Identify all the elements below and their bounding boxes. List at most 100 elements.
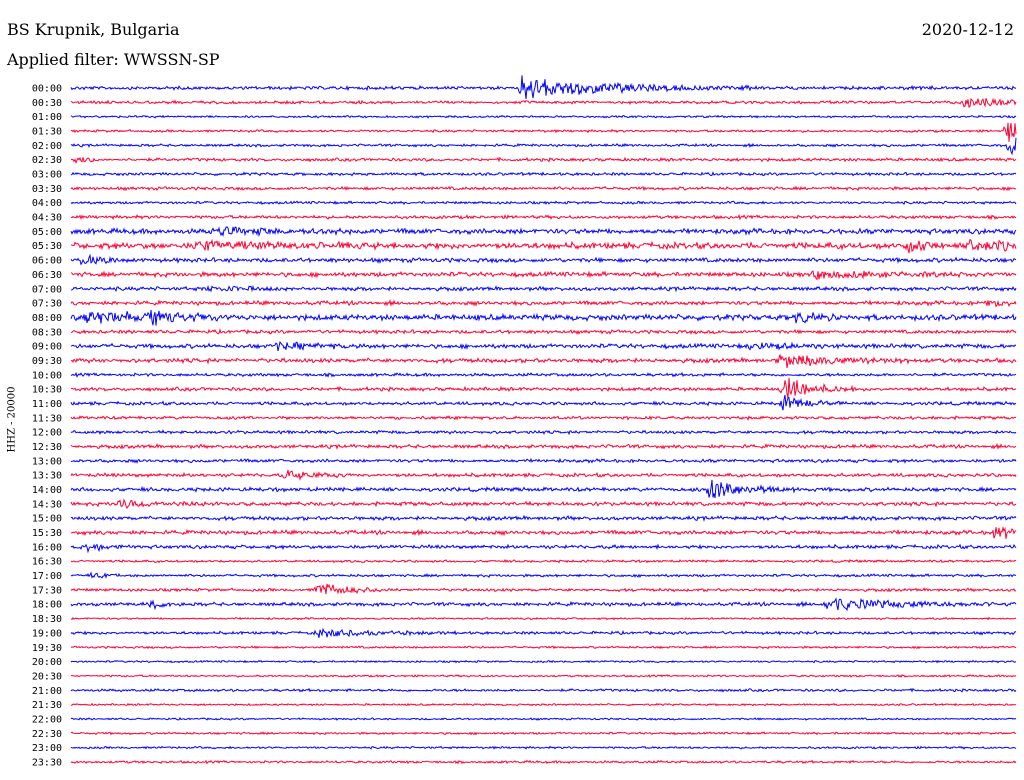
time-tick-label: 04:00 — [32, 198, 62, 209]
time-tick-label: 02:00 — [32, 141, 62, 152]
time-tick-label: 09:30 — [32, 356, 62, 367]
time-tick-label: 13:30 — [32, 471, 62, 482]
time-tick-label: 01:00 — [32, 112, 62, 123]
time-tick-label: 21:00 — [32, 686, 62, 697]
time-tick-label: 20:30 — [32, 671, 62, 682]
trace-line — [70, 185, 1017, 192]
trace-line — [70, 414, 1017, 421]
time-tick-label: 23:30 — [32, 757, 62, 768]
time-tick-label: 11:00 — [32, 399, 62, 410]
trace-line — [70, 745, 1017, 750]
trace-line — [70, 457, 1017, 464]
trace-line — [70, 731, 1017, 736]
trace-line — [70, 371, 1017, 378]
time-tick-label: 15:00 — [32, 514, 62, 525]
time-tick-label: 16:00 — [32, 542, 62, 553]
trace-line — [70, 226, 1017, 238]
trace-line — [70, 429, 1017, 436]
time-tick-label: 08:00 — [32, 313, 62, 324]
trace-line — [70, 627, 1017, 638]
time-tick-label: 12:00 — [32, 428, 62, 439]
trace-line — [70, 583, 1017, 595]
time-tick-label: 18:30 — [32, 614, 62, 625]
trace-line — [70, 469, 1017, 482]
trace-line — [70, 122, 1017, 142]
trace-line — [70, 674, 1017, 678]
trace-line — [70, 543, 1017, 554]
trace-line — [70, 759, 1017, 765]
time-tick-label: 14:00 — [32, 485, 62, 496]
trace-line — [70, 514, 1017, 522]
time-tick-label: 23:00 — [32, 743, 62, 754]
trace-line — [70, 137, 1017, 156]
time-tick-label: 07:30 — [32, 299, 62, 310]
time-tick-label: 02:30 — [32, 155, 62, 166]
trace-line — [70, 702, 1017, 707]
trace-line — [70, 75, 1017, 100]
trace-line — [70, 200, 1017, 206]
trace-line — [70, 558, 1017, 564]
time-tick-label: 16:30 — [32, 557, 62, 568]
trace-line — [70, 716, 1017, 721]
trace-line — [70, 253, 1017, 266]
time-tick-label: 05:00 — [32, 227, 62, 238]
time-tick-label: 15:30 — [32, 528, 62, 539]
time-tick-label: 21:30 — [32, 700, 62, 711]
trace-line — [70, 328, 1017, 335]
time-tick-label: 00:30 — [32, 98, 62, 109]
trace-line — [70, 270, 1017, 281]
trace-line — [70, 645, 1017, 650]
trace-line — [70, 525, 1017, 539]
time-tick-label: 03:30 — [32, 184, 62, 195]
time-tick-label: 10:00 — [32, 370, 62, 381]
trace-line — [70, 597, 1017, 612]
trace-line — [70, 443, 1017, 450]
time-tick-label: 19:00 — [32, 628, 62, 639]
trace-line — [70, 213, 1017, 221]
trace-line — [70, 616, 1016, 621]
trace-line — [70, 341, 1017, 352]
time-tick-label: 07:00 — [32, 284, 62, 295]
time-tick-label: 22:30 — [32, 729, 62, 740]
time-tick-label: 05:30 — [32, 241, 62, 252]
trace-line — [70, 687, 1017, 693]
trace-line — [70, 659, 1017, 664]
time-tick-label: 10:30 — [32, 385, 62, 396]
trace-line — [70, 498, 1017, 510]
trace-line — [70, 114, 1017, 119]
trace-line — [70, 309, 1017, 326]
trace-line — [70, 354, 1017, 368]
time-tick-label: 20:00 — [32, 657, 62, 668]
time-tick-label: 18:00 — [32, 600, 62, 611]
trace-line — [70, 97, 1017, 108]
time-tick-label: 01:30 — [32, 127, 62, 138]
trace-line — [70, 284, 1017, 293]
time-tick-label: 06:00 — [32, 256, 62, 267]
filter-label: Applied filter: WWSSN-SP — [7, 50, 220, 69]
time-tick-label: 08:30 — [32, 327, 62, 338]
time-tick-label: 19:30 — [32, 643, 62, 654]
trace-line — [70, 238, 1017, 254]
trace-line — [70, 299, 1017, 308]
time-tick-label: 09:00 — [32, 342, 62, 353]
time-tick-label: 17:00 — [32, 571, 62, 582]
trace-line — [70, 377, 1017, 399]
trace-line — [70, 571, 1017, 579]
time-tick-label: 22:00 — [32, 714, 62, 725]
time-tick-label: 04:30 — [32, 213, 62, 224]
trace-line — [70, 156, 1017, 165]
trace-line — [70, 479, 1017, 499]
time-tick-label: 13:00 — [32, 456, 62, 467]
date-label: 2020-12-12 — [921, 20, 1014, 39]
time-tick-label: 00:00 — [32, 84, 62, 95]
time-tick-label: 12:30 — [32, 442, 62, 453]
time-tick-label: 11:30 — [32, 413, 62, 424]
time-tick-label: 03:00 — [32, 170, 62, 181]
trace-line — [70, 171, 1017, 177]
time-tick-label: 17:30 — [32, 585, 62, 596]
time-tick-label: 06:30 — [32, 270, 62, 281]
station-title: BS Krupnik, Bulgaria — [7, 20, 180, 39]
time-tick-label: 14:30 — [32, 499, 62, 510]
trace-line — [70, 394, 1017, 411]
